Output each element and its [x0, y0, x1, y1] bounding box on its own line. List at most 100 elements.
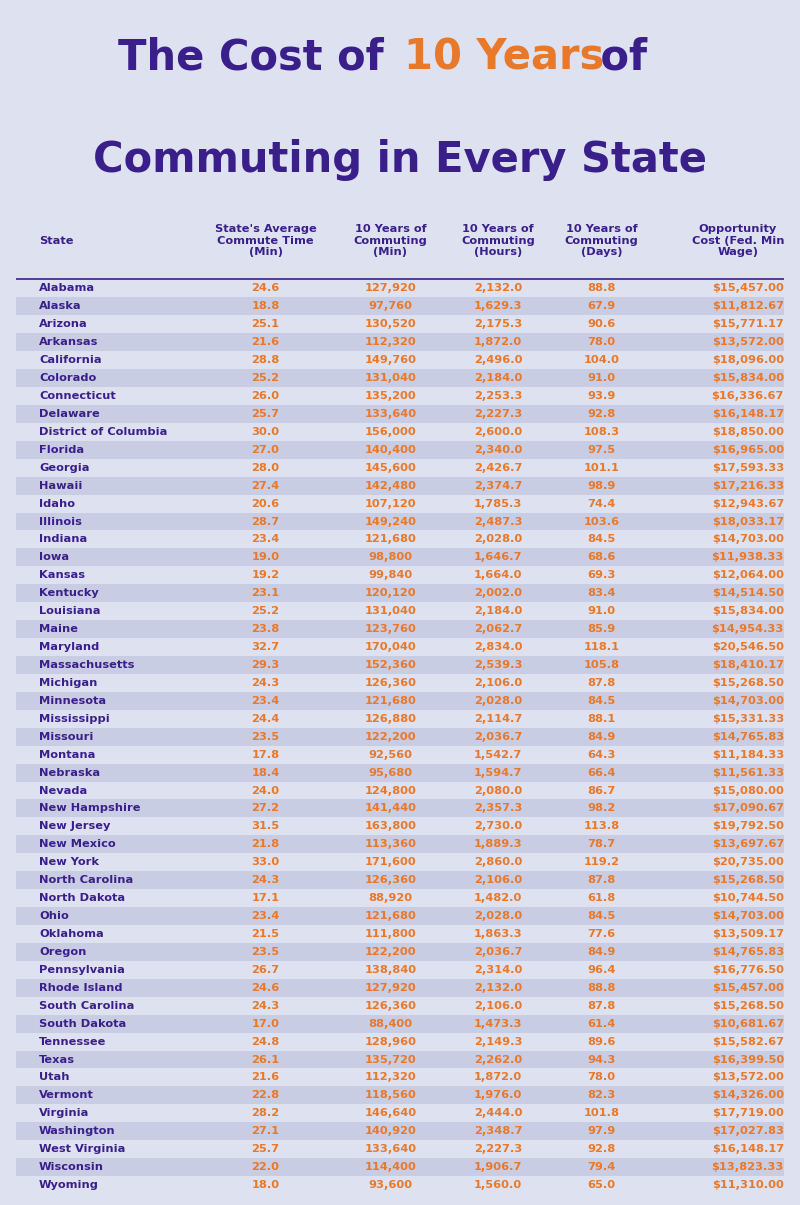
- Text: 64.3: 64.3: [587, 750, 616, 759]
- Text: Ohio: Ohio: [39, 911, 69, 921]
- Text: 2,227.3: 2,227.3: [474, 1145, 522, 1154]
- Text: 2,253.3: 2,253.3: [474, 390, 522, 401]
- Text: 28.7: 28.7: [251, 517, 280, 527]
- Text: 84.9: 84.9: [587, 731, 616, 742]
- Text: 24.3: 24.3: [251, 875, 280, 886]
- FancyBboxPatch shape: [16, 530, 784, 548]
- Text: Commuting in Every State: Commuting in Every State: [93, 139, 707, 181]
- Text: 1,872.0: 1,872.0: [474, 337, 522, 347]
- Text: 2,132.0: 2,132.0: [474, 983, 522, 993]
- Text: 118.1: 118.1: [583, 642, 619, 652]
- Text: $15,457.00: $15,457.00: [712, 283, 784, 293]
- FancyBboxPatch shape: [16, 925, 784, 944]
- FancyBboxPatch shape: [16, 441, 784, 459]
- FancyBboxPatch shape: [16, 639, 784, 656]
- Text: 10 Years of
Commuting
(Min): 10 Years of Commuting (Min): [354, 224, 427, 257]
- FancyBboxPatch shape: [16, 1176, 784, 1194]
- Text: $17,719.00: $17,719.00: [712, 1109, 784, 1118]
- Text: 61.8: 61.8: [587, 893, 616, 903]
- Text: 84.5: 84.5: [587, 911, 616, 921]
- Text: Opportunity
Cost (Fed. Min
Wage): Opportunity Cost (Fed. Min Wage): [691, 224, 784, 257]
- Text: $13,823.33: $13,823.33: [712, 1162, 784, 1172]
- Text: 24.6: 24.6: [251, 983, 280, 993]
- Text: $13,509.17: $13,509.17: [712, 929, 784, 939]
- Text: 104.0: 104.0: [583, 355, 619, 365]
- Text: $14,514.50: $14,514.50: [712, 588, 784, 598]
- FancyBboxPatch shape: [16, 799, 784, 817]
- Text: 141,440: 141,440: [364, 804, 416, 813]
- Text: 1,473.3: 1,473.3: [474, 1018, 522, 1029]
- FancyBboxPatch shape: [16, 656, 784, 674]
- Text: Hawaii: Hawaii: [39, 481, 82, 490]
- Text: 22.8: 22.8: [251, 1091, 280, 1100]
- Text: 131,040: 131,040: [365, 374, 416, 383]
- Text: 21.5: 21.5: [252, 929, 280, 939]
- Text: State's Average
Commute Time
(Min): State's Average Commute Time (Min): [214, 224, 317, 257]
- Text: 2,357.3: 2,357.3: [474, 804, 522, 813]
- Text: 1,889.3: 1,889.3: [474, 840, 522, 850]
- FancyBboxPatch shape: [16, 782, 784, 799]
- Text: $14,703.00: $14,703.00: [712, 695, 784, 706]
- Text: $16,336.67: $16,336.67: [712, 390, 784, 401]
- Text: 145,600: 145,600: [365, 463, 416, 472]
- FancyBboxPatch shape: [16, 566, 784, 584]
- Text: 31.5: 31.5: [251, 822, 280, 831]
- Text: New Mexico: New Mexico: [39, 840, 116, 850]
- Text: $20,735.00: $20,735.00: [712, 857, 784, 868]
- Text: 28.0: 28.0: [251, 463, 280, 472]
- Text: 140,920: 140,920: [365, 1127, 416, 1136]
- Text: $14,326.00: $14,326.00: [712, 1091, 784, 1100]
- FancyBboxPatch shape: [16, 764, 784, 782]
- Text: 92,560: 92,560: [368, 750, 413, 759]
- Text: 28.8: 28.8: [251, 355, 280, 365]
- Text: Arizona: Arizona: [39, 319, 88, 329]
- Text: 89.6: 89.6: [587, 1036, 616, 1047]
- FancyBboxPatch shape: [16, 280, 784, 298]
- Text: $12,943.67: $12,943.67: [712, 499, 784, 509]
- Text: Delaware: Delaware: [39, 408, 100, 419]
- FancyBboxPatch shape: [16, 512, 784, 530]
- FancyBboxPatch shape: [16, 728, 784, 746]
- Text: 66.4: 66.4: [587, 768, 616, 777]
- Text: $14,765.83: $14,765.83: [712, 731, 784, 742]
- FancyBboxPatch shape: [16, 835, 784, 853]
- Text: 27.0: 27.0: [252, 445, 280, 454]
- Text: 23.5: 23.5: [251, 731, 280, 742]
- Text: Vermont: Vermont: [39, 1091, 94, 1100]
- Text: 96.4: 96.4: [587, 965, 616, 975]
- Text: 33.0: 33.0: [251, 857, 280, 868]
- Text: 84.9: 84.9: [587, 947, 616, 957]
- Text: 121,680: 121,680: [365, 911, 416, 921]
- Text: 142,480: 142,480: [364, 481, 416, 490]
- Text: West Virginia: West Virginia: [39, 1145, 126, 1154]
- Text: 101.8: 101.8: [583, 1109, 619, 1118]
- Text: $15,331.33: $15,331.33: [712, 713, 784, 724]
- Text: $13,572.00: $13,572.00: [712, 1072, 784, 1082]
- Text: 69.3: 69.3: [587, 570, 616, 581]
- Text: Mississippi: Mississippi: [39, 713, 110, 724]
- FancyBboxPatch shape: [16, 1140, 784, 1158]
- Text: 25.2: 25.2: [252, 606, 280, 616]
- Text: 19.0: 19.0: [251, 552, 280, 563]
- Text: 121,680: 121,680: [365, 535, 416, 545]
- Text: 94.3: 94.3: [587, 1054, 616, 1064]
- Text: 98.2: 98.2: [587, 804, 616, 813]
- Text: Oregon: Oregon: [39, 947, 86, 957]
- Text: 95,680: 95,680: [368, 768, 413, 777]
- Text: 1,872.0: 1,872.0: [474, 1072, 522, 1082]
- Text: $19,792.50: $19,792.50: [712, 822, 784, 831]
- Text: 19.2: 19.2: [251, 570, 280, 581]
- Text: 1,976.0: 1,976.0: [474, 1091, 522, 1100]
- Text: $18,096.00: $18,096.00: [712, 355, 784, 365]
- FancyBboxPatch shape: [16, 746, 784, 764]
- Text: 138,840: 138,840: [364, 965, 417, 975]
- FancyBboxPatch shape: [16, 889, 784, 907]
- Text: 88.8: 88.8: [587, 283, 616, 293]
- Text: 123,760: 123,760: [365, 624, 416, 634]
- Text: 23.8: 23.8: [251, 624, 280, 634]
- FancyBboxPatch shape: [16, 1104, 784, 1122]
- Text: Pennsylvania: Pennsylvania: [39, 965, 125, 975]
- FancyBboxPatch shape: [16, 907, 784, 925]
- Text: 24.3: 24.3: [251, 1000, 280, 1011]
- Text: 27.2: 27.2: [252, 804, 280, 813]
